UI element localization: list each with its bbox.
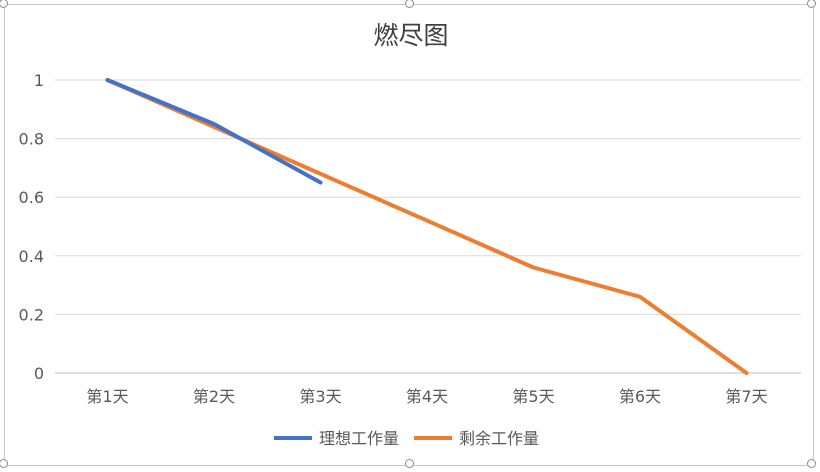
legend-label: 理想工作量 (319, 429, 399, 448)
resize-handle-bottom-left[interactable] (0, 459, 8, 468)
resize-handle-bottom-center[interactable] (405, 459, 414, 468)
x-tick-label: 第3天 (299, 387, 341, 406)
y-tick-label: 1 (34, 71, 44, 90)
gridlines (55, 79, 801, 374)
x-tick-label: 第4天 (406, 387, 448, 406)
x-tick-label: 第5天 (512, 387, 554, 406)
y-tick-label: 0.4 (19, 247, 44, 266)
resize-handle-top-left[interactable] (0, 0, 8, 8)
plot-series (105, 78, 749, 375)
x-tick-label: 第1天 (86, 387, 128, 406)
series-line-1[interactable] (105, 78, 749, 375)
x-tick-label: 第2天 (193, 387, 235, 406)
resize-handle-top-right[interactable] (807, 0, 816, 8)
y-axis-ticks: 0 0.2 0.4 0.6 0.8 1 (19, 71, 44, 383)
resize-handle-bottom-right[interactable] (807, 459, 816, 468)
series-line-0[interactable] (105, 78, 323, 185)
chart-title[interactable]: 燃尽图 (373, 21, 448, 50)
legend[interactable]: 理想工作量 剩余工作量 (274, 429, 539, 448)
y-tick-label: 0 (34, 364, 44, 383)
y-tick-label: 0.2 (19, 305, 44, 324)
legend-label: 剩余工作量 (459, 429, 539, 448)
x-tick-label: 第6天 (619, 387, 661, 406)
x-tick-label: 第7天 (725, 387, 767, 406)
x-axis-ticks: 第1天 第2天 第3天 第4天 第5天 第6天 第7天 (86, 387, 767, 406)
y-tick-label: 0.6 (19, 188, 44, 207)
resize-handle-top-center[interactable] (405, 0, 414, 8)
y-tick-label: 0.8 (19, 130, 44, 149)
